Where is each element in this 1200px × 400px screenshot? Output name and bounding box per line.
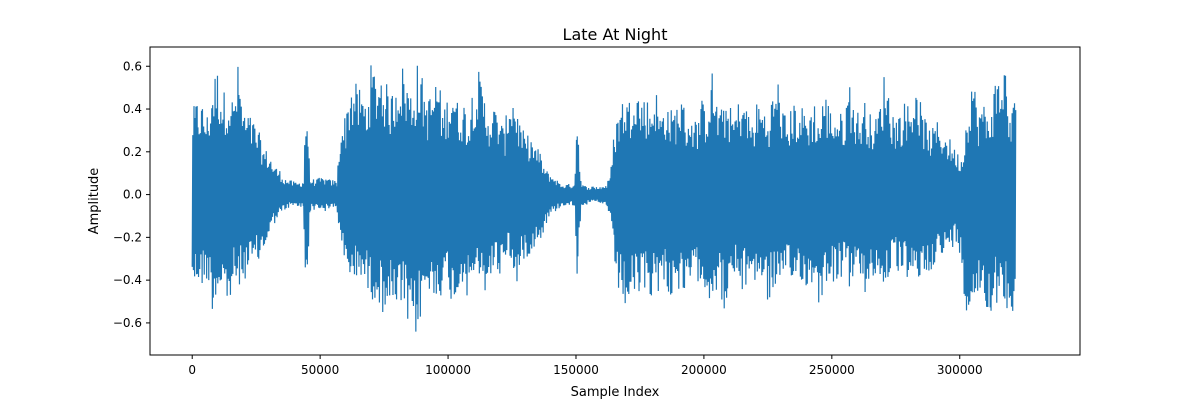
y-tick-label: −0.4 (113, 273, 142, 287)
axes-frame (149, 46, 1081, 356)
x-tick-label: 50000 (301, 363, 339, 377)
y-tick-label: 0.0 (123, 188, 142, 202)
waveform-series-line (191, 65, 1017, 332)
x-tick-label: 250000 (809, 363, 855, 377)
y-axis-label: Amplitude (87, 168, 102, 235)
x-axis-label: Sample Index (571, 385, 660, 400)
plot-area (191, 65, 1017, 332)
x-tick-label: 300000 (937, 363, 983, 377)
y-tick-label: −0.2 (113, 230, 142, 244)
x-tick-label: 0 (188, 363, 196, 377)
x-axis: 0 50000 100000 150000 200000 250000 300000 (188, 355, 983, 377)
y-tick-label: −0.6 (113, 316, 142, 330)
x-tick-label: 150000 (553, 363, 599, 377)
chart-title: Late At Night (563, 25, 668, 44)
y-tick-label: 0.6 (123, 59, 142, 73)
x-tick-label: 200000 (681, 363, 727, 377)
x-tick-label: 100000 (425, 363, 471, 377)
y-tick-label: 0.4 (123, 102, 142, 116)
y-tick-label: 0.2 (123, 145, 142, 159)
y-axis: −0.6 −0.4 −0.2 0.0 0.2 0.4 0.6 (113, 59, 150, 330)
